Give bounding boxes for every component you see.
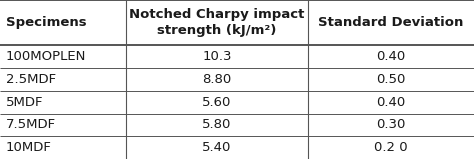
Text: Specimens: Specimens bbox=[6, 16, 86, 29]
Text: 0.30: 0.30 bbox=[376, 118, 406, 131]
Text: 10.3: 10.3 bbox=[202, 50, 232, 63]
Text: 8.80: 8.80 bbox=[202, 73, 231, 86]
Text: 5MDF: 5MDF bbox=[6, 96, 43, 109]
Text: 0.50: 0.50 bbox=[376, 73, 406, 86]
Text: 5.40: 5.40 bbox=[202, 141, 231, 154]
Text: 7.5MDF: 7.5MDF bbox=[6, 118, 56, 131]
Text: Standard Deviation: Standard Deviation bbox=[319, 16, 464, 29]
Text: 0.2 0: 0.2 0 bbox=[374, 141, 408, 154]
Text: 5.60: 5.60 bbox=[202, 96, 231, 109]
Text: 100MOPLEN: 100MOPLEN bbox=[6, 50, 86, 63]
Text: 10MDF: 10MDF bbox=[6, 141, 52, 154]
Text: 0.40: 0.40 bbox=[376, 50, 406, 63]
Text: Notched Charpy impact
strength (kJ/m²): Notched Charpy impact strength (kJ/m²) bbox=[129, 8, 304, 37]
Text: 2.5MDF: 2.5MDF bbox=[6, 73, 56, 86]
Text: 0.40: 0.40 bbox=[376, 96, 406, 109]
Text: 5.80: 5.80 bbox=[202, 118, 231, 131]
